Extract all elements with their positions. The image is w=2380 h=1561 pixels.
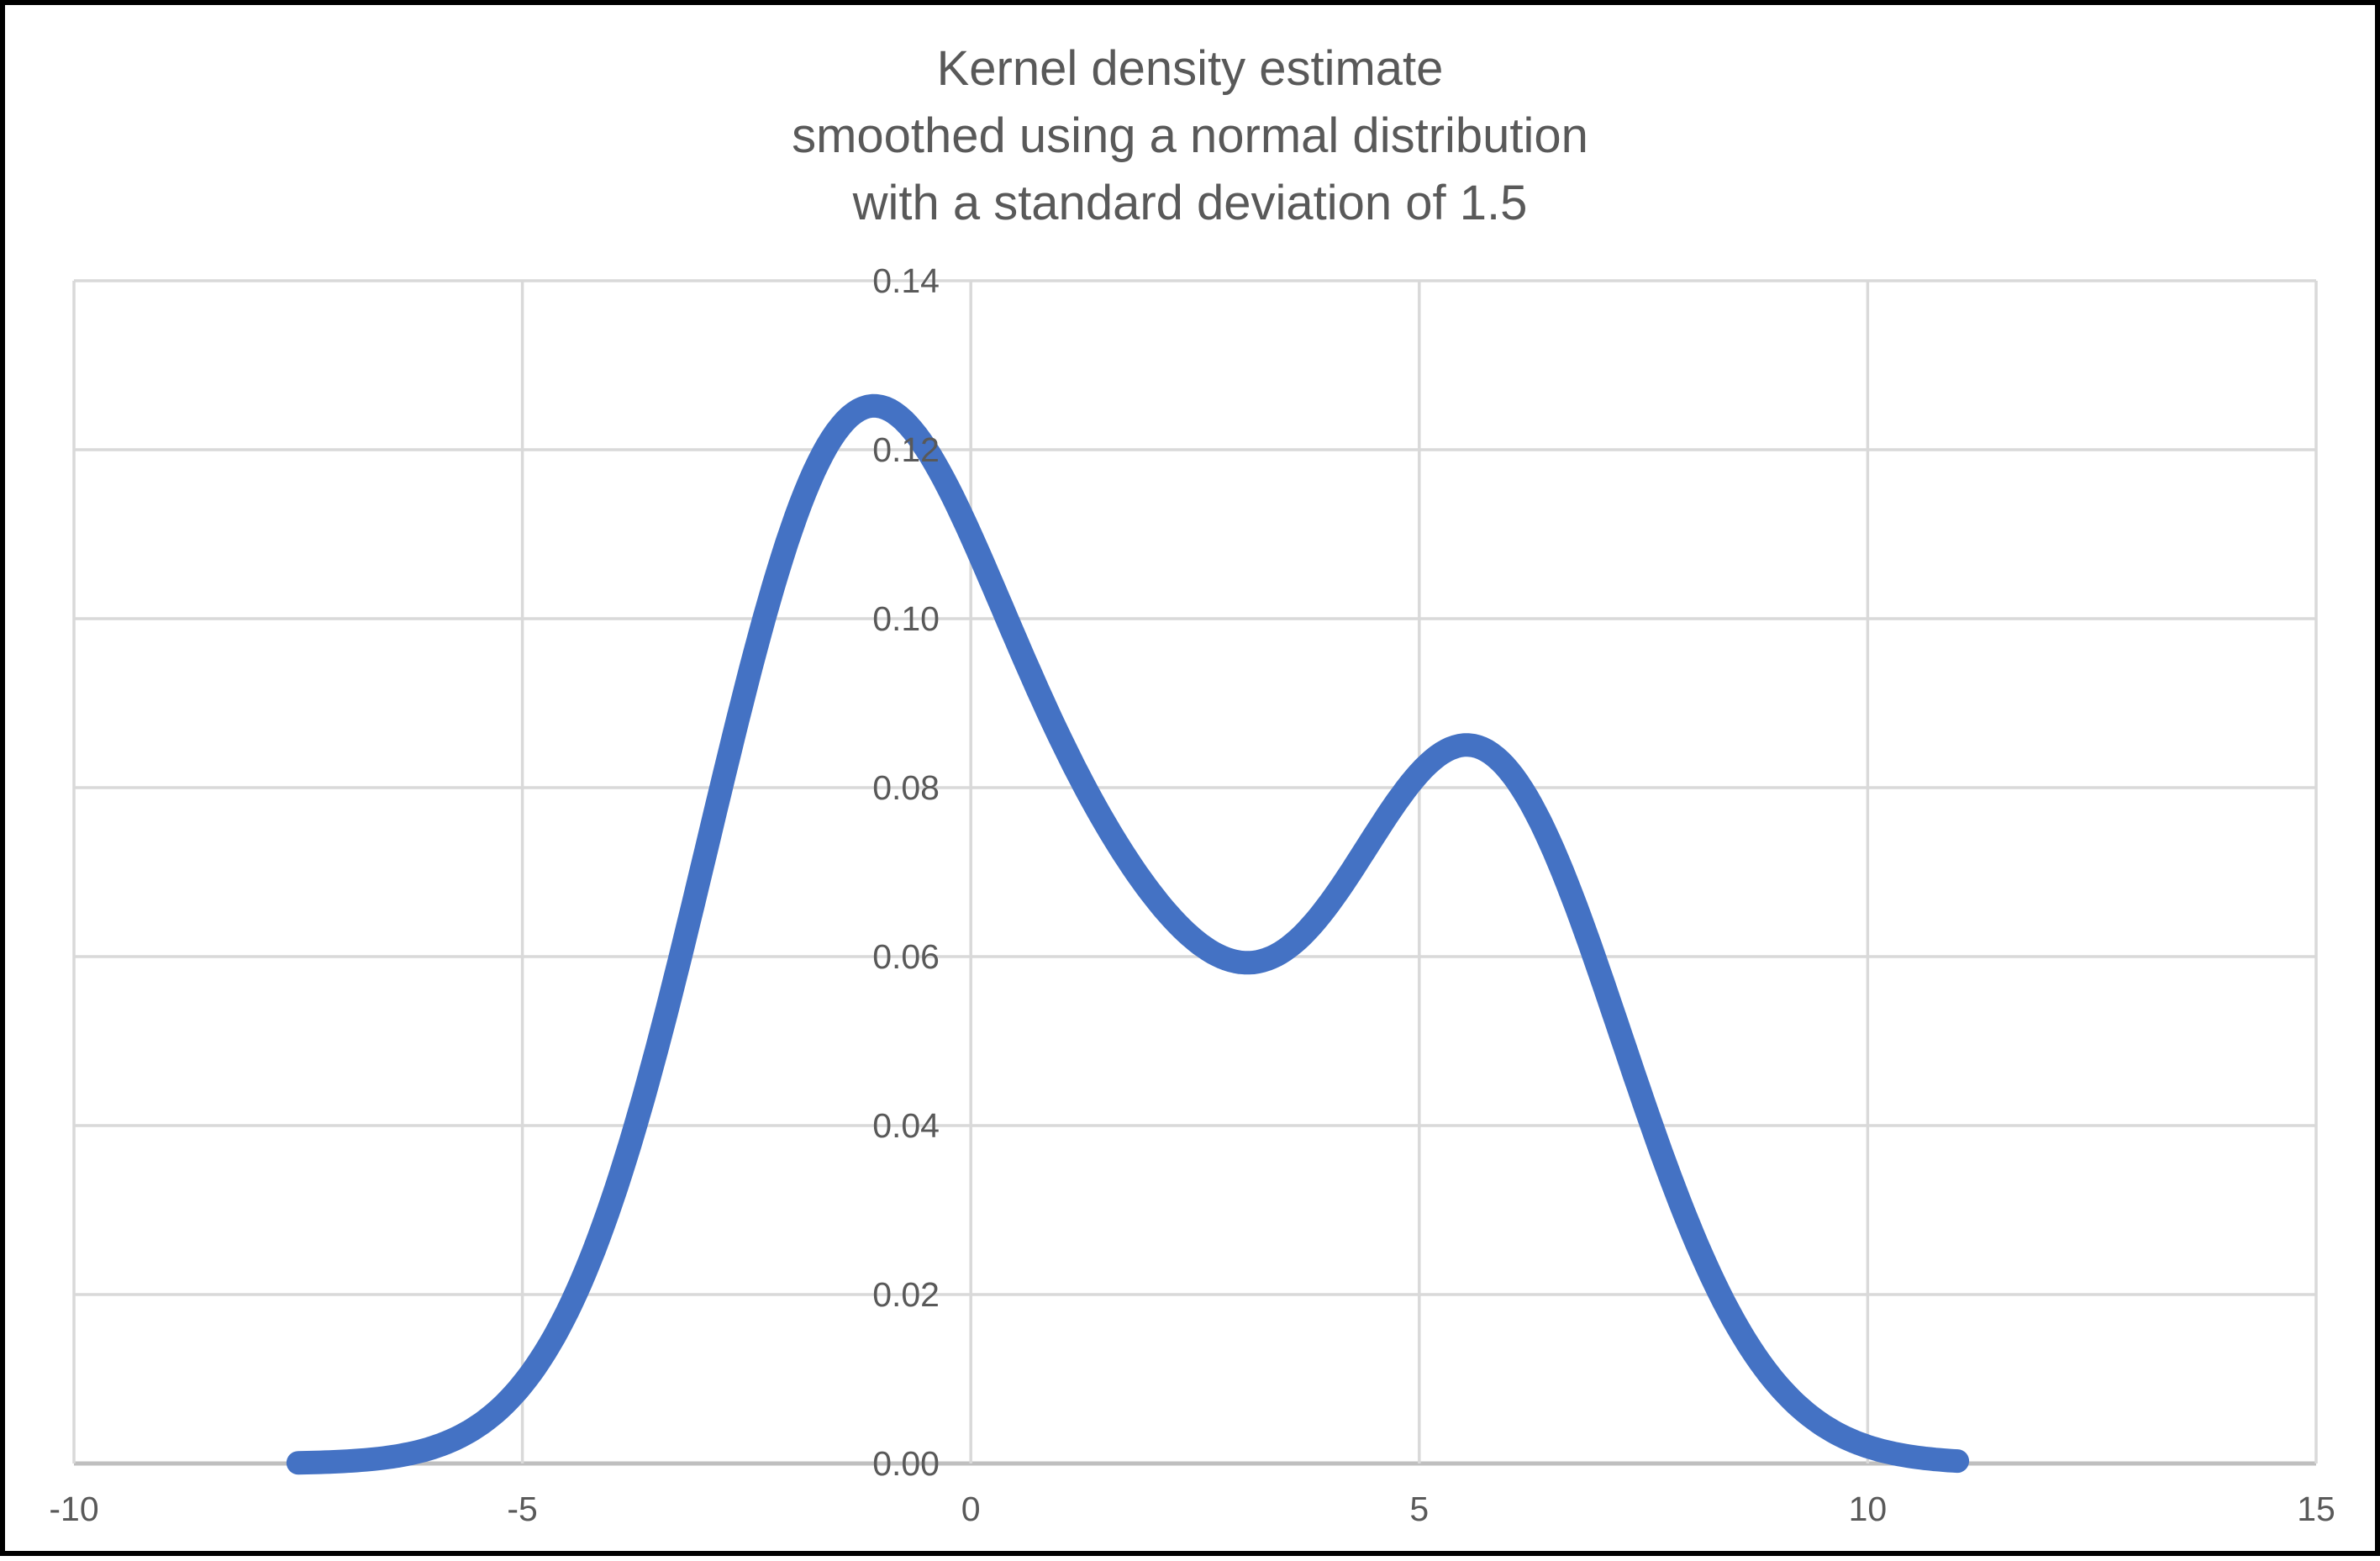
x-axis-tick-label: -5 (507, 1490, 537, 1528)
x-axis-tick-label: -10 (49, 1490, 98, 1528)
chart-title-line-2: smoothed using a normal distribution (792, 108, 1588, 163)
x-axis-tick-label: 15 (2297, 1490, 2335, 1528)
x-axis-tick-label: 10 (1849, 1490, 1888, 1528)
y-axis-tick-label: 0.02 (872, 1275, 940, 1314)
kde-plot: 0.00 0.02 0.04 0.06 0.08 0.10 0.12 0.14 -10 -5 0 5 1… (49, 261, 2335, 1528)
axis-tick-labels: 0.00 0.02 0.04 0.06 0.08 0.10 0.12 0.14 -10 -5 0 5 1… (49, 261, 2335, 1528)
kde-curve-line (286, 393, 1970, 1475)
chart-title-line-1: Kernel density estimate (936, 41, 1444, 96)
y-axis-tick-label: 0.08 (872, 768, 940, 807)
chart-title-line-3: with a standard deviation of 1.5 (852, 176, 1528, 230)
y-axis-tick-label: 0.00 (872, 1444, 940, 1483)
chart-title: Kernel density estimate smoothed using a… (5, 35, 2375, 237)
gridlines (72, 279, 2318, 1466)
y-axis-tick-label: 0.04 (872, 1106, 940, 1145)
x-axis-tick-label: 5 (1409, 1490, 1429, 1528)
y-axis-tick-label: 0.14 (872, 261, 940, 300)
y-axis-tick-label: 0.10 (872, 599, 940, 638)
y-axis-tick-label: 0.06 (872, 937, 940, 976)
x-axis-tick-label: 0 (961, 1490, 981, 1528)
y-axis-tick-label: 0.12 (872, 430, 940, 469)
